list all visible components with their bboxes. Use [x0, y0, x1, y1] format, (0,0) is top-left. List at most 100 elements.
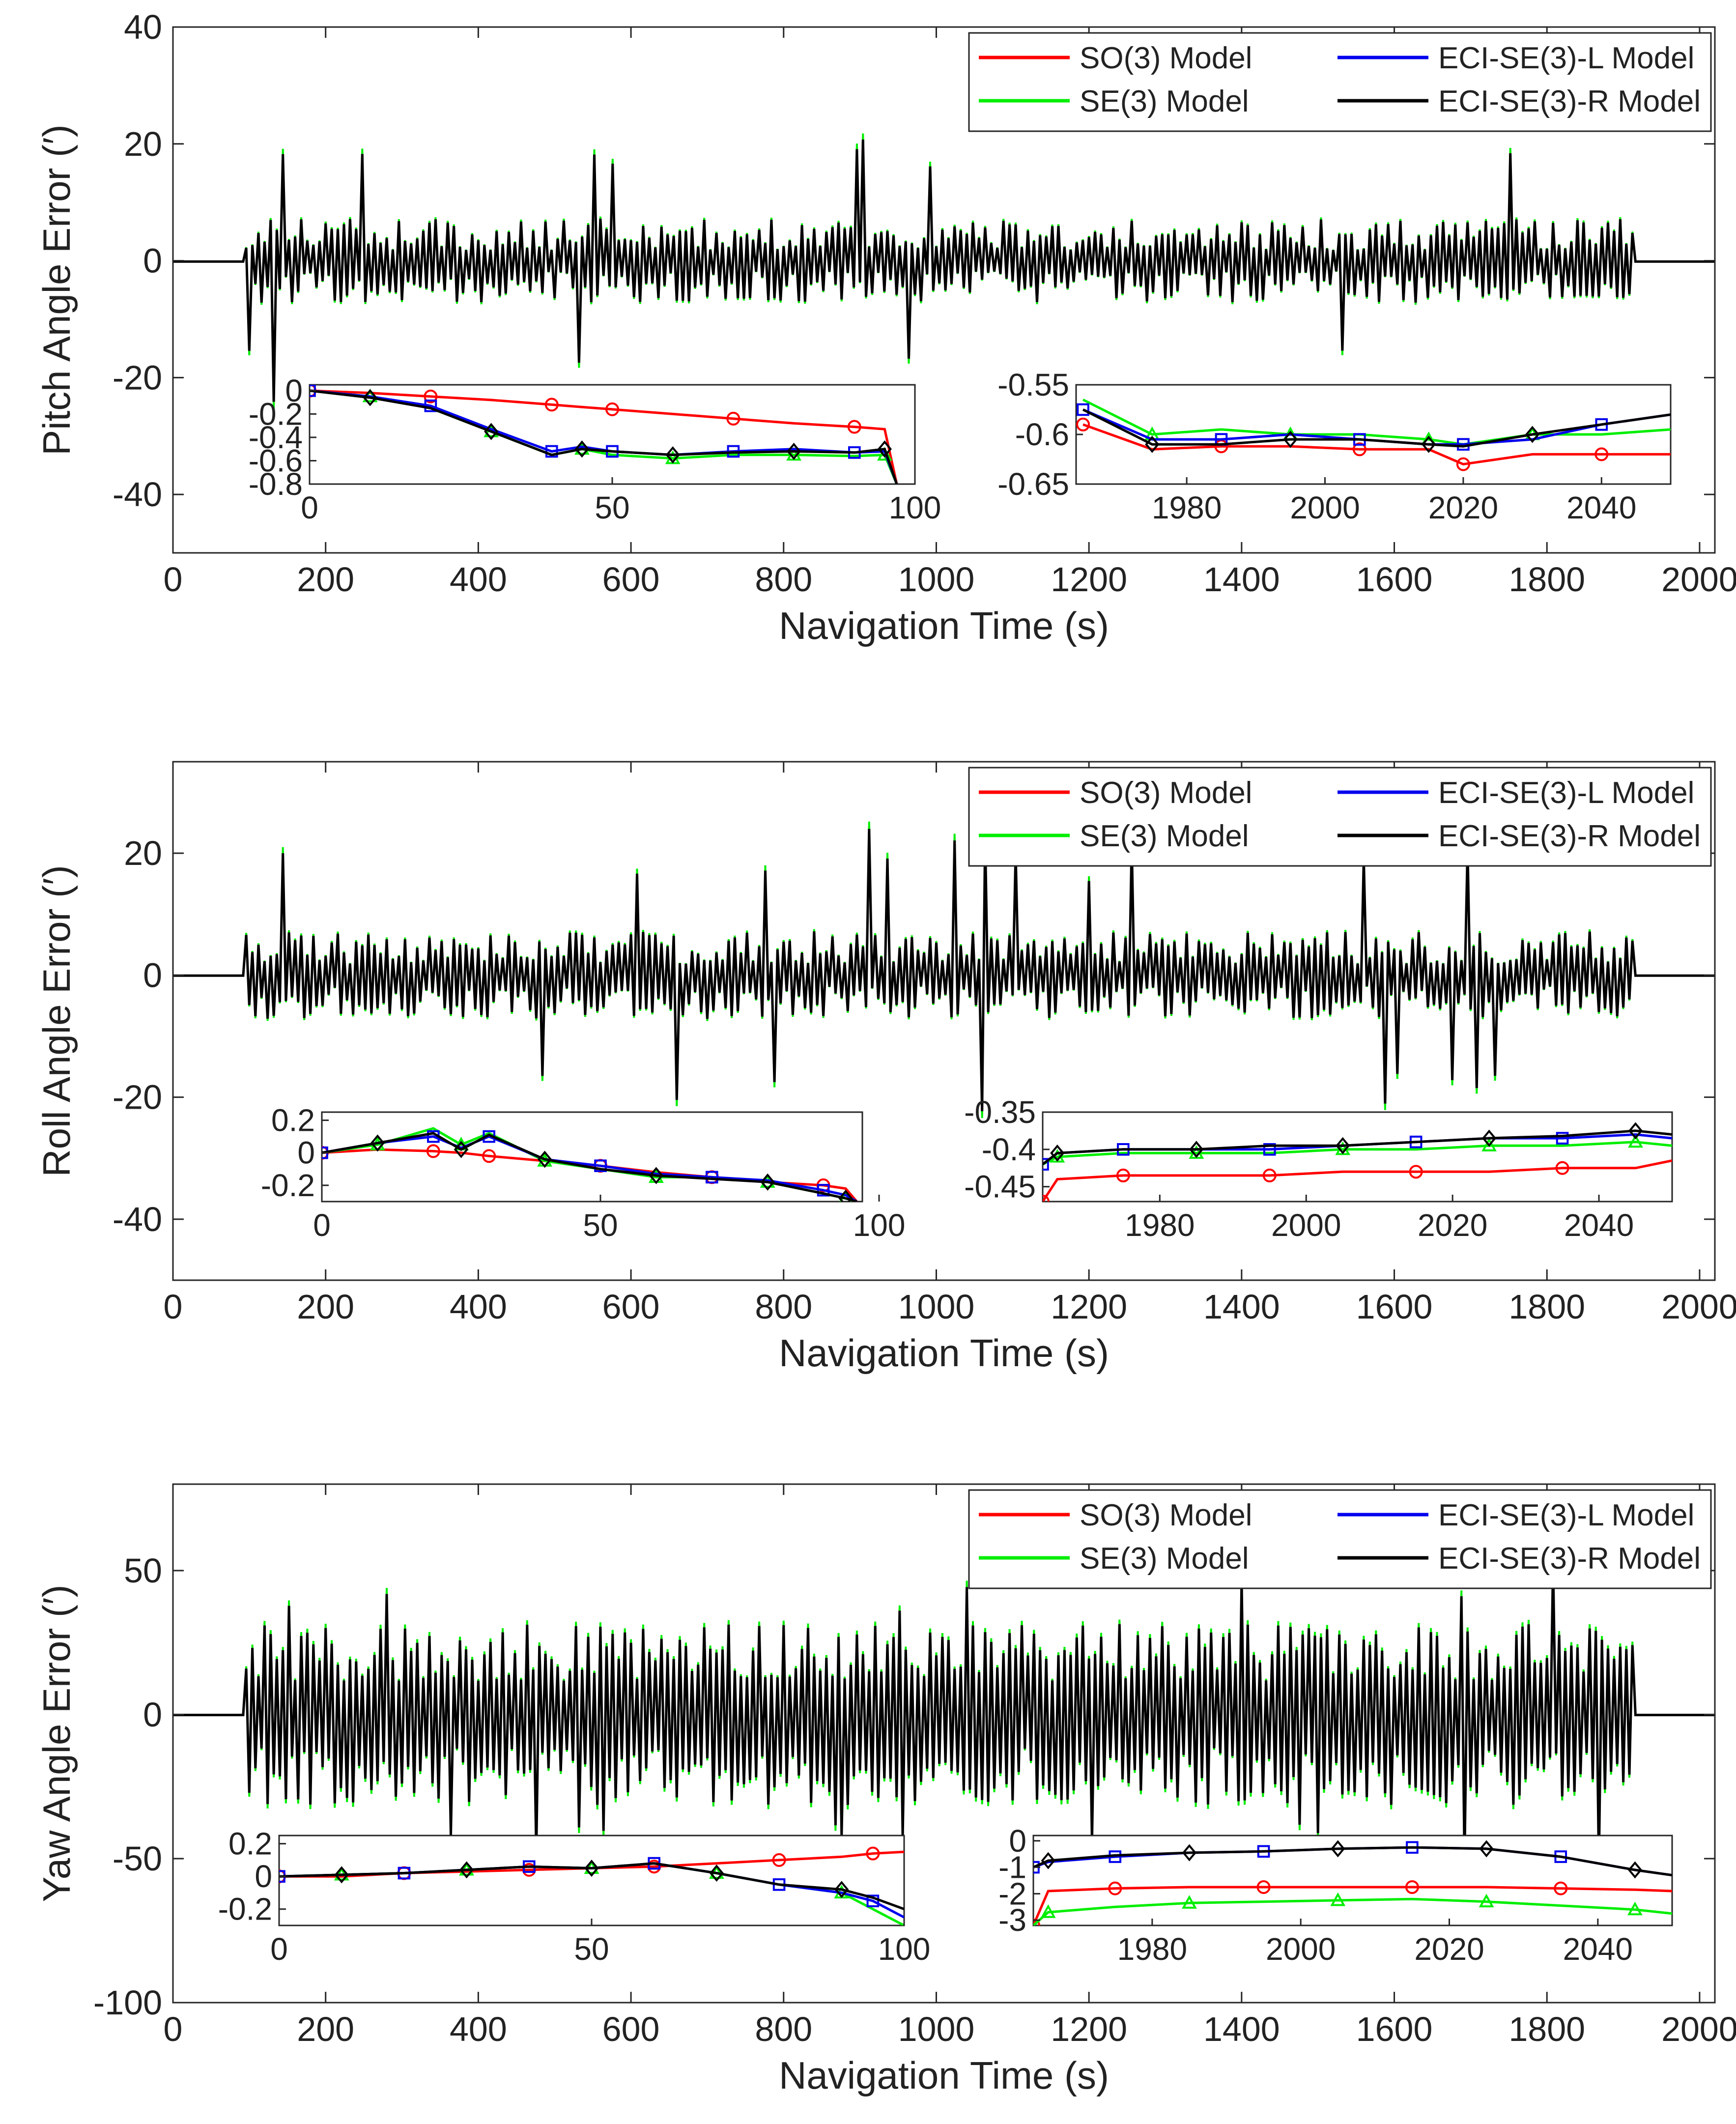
roll-inset-1-marker-eci-se3-l	[706, 1171, 718, 1184]
yaw-inset-2-marker-se3	[1627, 1901, 1643, 1916]
pitch-trace-eci-se3-r	[173, 139, 1715, 402]
roll-legend-entry-eci-se3-l: ECI-SE(3)-L Model	[1438, 776, 1694, 810]
roll-legend-box	[968, 767, 1712, 867]
roll-inset-2-lines	[1043, 1122, 1672, 1202]
pitch-inset-2-ytick-label: -0.65	[997, 466, 1069, 502]
pitch-inset-1-xtick-label: 50	[595, 490, 629, 525]
pitch-inset-1-marker-eci-se3-r	[877, 440, 892, 458]
yaw-ylabel: Yaw Angle Error (′)	[35, 1584, 78, 1902]
pitch-inset-1-marker-so3	[847, 420, 861, 434]
pitch-inset-1-lines	[310, 385, 898, 484]
roll-inset-2-marker-so3	[1409, 1165, 1423, 1179]
roll-inset-2-marker-eci-se3-r	[1050, 1144, 1065, 1162]
yaw-ytick-label: 50	[124, 1551, 162, 1590]
yaw-xtick-label: 1800	[1508, 2010, 1585, 2048]
pitch-inset-2-ytick-label: -0.55	[997, 367, 1069, 402]
yaw-legend-entry-eci-se3-l: ECI-SE(3)-L Model	[1438, 1498, 1694, 1532]
yaw-inset-2-marker-se3	[1479, 1894, 1494, 1908]
yaw-inset-1-marker-eci-se3-r	[334, 1866, 349, 1884]
pitch-legend-entry-eci-se3-r: ECI-SE(3)-R Model	[1438, 85, 1701, 118]
roll-xtick-label: 0	[164, 1288, 183, 1326]
pitch-inset-1-series-so3	[310, 389, 898, 484]
yaw-inset-2-xtick-label: 2020	[1414, 1931, 1484, 1967]
roll-inset-1-ytick-label: -0.2	[261, 1168, 315, 1203]
roll-xtick-label: 1800	[1508, 1288, 1585, 1326]
pitch-legend-entry-eci-se3-l: ECI-SE(3)-L Model	[1438, 41, 1694, 75]
pitch-inset-2-marker-eci-se3-r	[1283, 431, 1298, 448]
roll-xlabel: Navigation Time (s)	[779, 1331, 1109, 1375]
roll-traces	[173, 821, 1715, 1119]
roll-inset-1-marker-so3	[482, 1149, 496, 1163]
yaw-xtick-label: 1000	[898, 2010, 975, 2048]
yaw-ytick-label: -50	[113, 1839, 162, 1878]
yaw-inset-1-marker-eci-se3-r	[459, 1861, 474, 1879]
yaw-inset-1-marker-eci-se3-r	[584, 1860, 599, 1877]
yaw-inset-1-ytick-label: 0.2	[228, 1826, 272, 1862]
pitch-inset-2-ytick-label: -0.6	[1015, 417, 1069, 452]
yaw-inset-1-xtick-label: 100	[878, 1931, 931, 1967]
yaw-legend: SO(3) Model SE(3) Model ECI-SE(3)-L Model E…	[968, 1489, 1712, 1589]
roll-inset-1-marker-eci-se3-l	[817, 1184, 830, 1197]
pitch-inset-1-marker-so3	[544, 398, 559, 412]
yaw-inset-1: 0 50 1000.20-0.2	[218, 1826, 931, 1967]
pitch-inset-2-series-eci-se3-r	[1082, 408, 1671, 448]
roll-inset-1-xtick-label: 0	[313, 1207, 331, 1243]
yaw-inset-1-marker-so3	[772, 1853, 786, 1867]
pitch-xtick-label: 1200	[1051, 560, 1127, 599]
yaw-inset-2-marker-so3	[1554, 1881, 1568, 1895]
roll-inset-2-xtick-label: 1980	[1125, 1207, 1195, 1243]
pitch-legend: SO(3) Model SE(3) Model ECI-SE(3)-L Model E…	[968, 32, 1712, 132]
pitch-inset-1-ytick-label: -0.6	[249, 443, 303, 478]
yaw-xtick-label: 400	[450, 2010, 507, 2048]
pitch-panel: 0 200 400 600 800 1000 1200 1400 1600 1800 2000-40…	[35, 8, 1736, 647]
pitch-inset-2-marker-so3	[1076, 417, 1090, 431]
yaw-inset-2-ytick-label: 0	[1009, 1823, 1026, 1859]
yaw-inset-2-xtick-label: 1980	[1117, 1931, 1187, 1967]
yaw-inset-2-marker-eci-se3-r	[1041, 1852, 1055, 1869]
yaw-inset-2-series-se3	[1033, 1897, 1672, 1925]
yaw-inset-2-lines	[1033, 1840, 1672, 1925]
yaw-inset-2: 1980 2000 2020 2040 0-1-2-3	[998, 1823, 1673, 1967]
roll-inset-1-xtick-label: 100	[853, 1207, 906, 1243]
yaw-xtick-label: 2000	[1661, 2010, 1736, 2048]
roll-inset-2-marker-eci-se3-r	[1189, 1141, 1204, 1158]
pitch-xtick-label: 1600	[1356, 560, 1433, 599]
pitch-inset-1-ytick-label: 0	[285, 373, 303, 408]
roll-panel: 0 200 400 600 800 1000 1200 1400 1600 1800 2000-40…	[35, 761, 1736, 1375]
yaw-inset-1-ytick-label: 0	[255, 1859, 272, 1894]
roll-inset-2-marker-se3	[1481, 1138, 1497, 1151]
roll-inset-2-marker-se3	[1628, 1134, 1643, 1148]
pitch-legend-entry-so3: SO(3) Model	[1080, 41, 1252, 75]
pitch-xtick-label: 600	[602, 560, 660, 599]
yaw-inset-2-marker-so3	[1256, 1880, 1271, 1894]
roll-inset-2-xtick-label: 2000	[1271, 1207, 1341, 1243]
roll-ylabel: Roll Angle Error (′)	[35, 865, 78, 1177]
yaw-inset-2-series-eci-se3-r	[1033, 1846, 1672, 1877]
roll-inset-2: 1980 2000 2020 2040 -0.35-0.4-0.45	[964, 1094, 1673, 1243]
yaw-xtick-label: 0	[164, 2010, 183, 2048]
pitch-inset-2-marker-eci-se3-r	[1421, 435, 1436, 453]
yaw-legend-entry-eci-se3-r: ECI-SE(3)-R Model	[1438, 1542, 1701, 1576]
pitch-inset-2-lines	[1076, 399, 1671, 471]
roll-trace-eci-se3-r	[173, 829, 1715, 1112]
roll-inset-2-ytick-label: -0.35	[964, 1094, 1036, 1130]
pitch-inset-2-marker-eci-se3-l	[1077, 403, 1089, 416]
roll-inset-2-series-eci-se3-r	[1043, 1129, 1672, 1166]
yaw-inset-1-box	[278, 1835, 905, 1926]
roll-legend: SO(3) Model SE(3) Model ECI-SE(3)-L Model E…	[968, 767, 1712, 867]
pitch-xtick-label: 400	[450, 560, 507, 599]
yaw-inset-2-marker-eci-se3-r	[1627, 1861, 1643, 1879]
pitch-inset-1: 0 50 1000-0.2-0.4-0.6-0.8	[249, 373, 941, 525]
yaw-ytick-label: -100	[93, 1983, 162, 2022]
pitch-xtick-label: 1800	[1508, 560, 1585, 599]
roll-inset-1-marker-eci-se3-r	[649, 1167, 664, 1184]
pitch-inset-1-marker-eci-se3-l	[424, 399, 437, 412]
roll-inset-2-xtick-label: 2020	[1418, 1207, 1487, 1243]
pitch-inset-2-series-se3	[1082, 399, 1671, 446]
pitch-legend-entry-se3: SE(3) Model	[1080, 85, 1249, 118]
pitch-inset-1-ytick-label: -0.2	[249, 396, 303, 431]
roll-inset-1-xtick-label: 50	[583, 1207, 618, 1243]
pitch-xtick-label: 800	[755, 560, 812, 599]
pitch-inset-1-ytick-label: -0.4	[249, 420, 303, 455]
yaw-inset-1-ytick-label: -0.2	[218, 1892, 272, 1927]
